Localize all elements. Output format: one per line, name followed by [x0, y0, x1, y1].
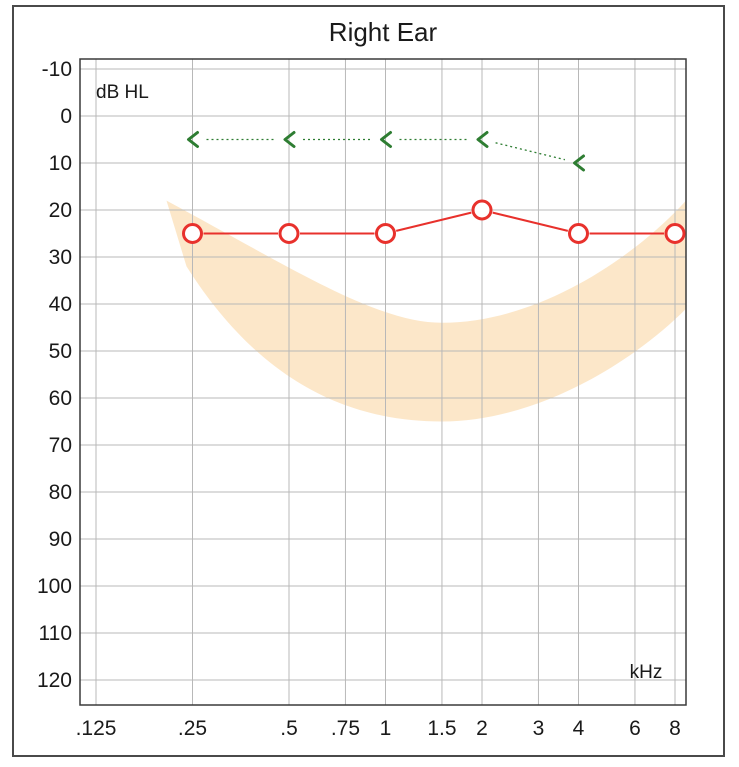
- y-tick-label: 110: [39, 622, 72, 645]
- data-point-circle: [278, 223, 300, 244]
- series-circle: [182, 199, 686, 244]
- data-point-bracket: [283, 131, 296, 148]
- data-point-circle: [568, 223, 589, 244]
- y-tick-label: 50: [49, 340, 72, 363]
- series-line-segment: [495, 142, 566, 161]
- speech-banana-shape: [166, 200, 686, 422]
- x-axis-label: kHz: [630, 662, 663, 683]
- data-point-bracket: [380, 131, 392, 148]
- x-tick-label: 1.5: [427, 717, 456, 740]
- plot-area-border: [79, 58, 687, 706]
- x-tick-label: 3: [533, 717, 545, 740]
- x-tick-label: 2: [476, 717, 488, 740]
- chart-title: Right Ear: [329, 17, 438, 47]
- y-axis-ticks: -10 0 10 20 30 40 50 60 70 80 90 100 110 120: [37, 58, 72, 692]
- data-point-bracket: [187, 131, 199, 148]
- y-axis-label: dB HL: [96, 82, 149, 103]
- y-tick-label: 70: [49, 434, 72, 457]
- data-point-circle: [182, 223, 203, 244]
- data-point-circle: [375, 223, 396, 244]
- y-tick-label: 20: [49, 199, 72, 222]
- x-tick-label: 6: [629, 717, 641, 740]
- chart-series: [182, 131, 686, 244]
- series-line-segment: [395, 211, 472, 232]
- y-tick-label: 120: [37, 669, 72, 692]
- y-tick-label: 40: [49, 293, 72, 316]
- y-tick-label: -10: [42, 58, 72, 81]
- series-bracket-left: [187, 131, 585, 172]
- y-tick-label: 60: [49, 387, 72, 410]
- x-tick-label: .75: [331, 717, 360, 740]
- y-tick-label: 0: [60, 105, 72, 128]
- x-tick-label: 4: [573, 717, 585, 740]
- x-axis-ticks: .125 .25 .5 .75 1 1.5 2 3 4 6 8: [76, 717, 681, 740]
- y-tick-label: 90: [49, 528, 72, 551]
- audiogram-frame: Right Ear -10 0 10 20 30 40 50 60 70 80 90 100 110 12…: [12, 5, 725, 757]
- data-point-bracket: [573, 154, 585, 172]
- data-point-circle: [664, 223, 686, 244]
- x-tick-label: .25: [178, 717, 207, 740]
- y-tick-label: 30: [49, 246, 72, 269]
- speech-banana: [166, 200, 686, 422]
- data-point-circle: [471, 199, 493, 221]
- audiogram-chart: Right Ear -10010203040506070809010011012…: [37, 17, 687, 740]
- y-tick-label: 10: [49, 152, 72, 175]
- x-tick-label: .125: [76, 717, 117, 740]
- y-tick-label: 100: [37, 575, 72, 598]
- data-point-bracket: [476, 131, 489, 148]
- series-line-segment: [492, 211, 569, 232]
- x-tick-label: 1: [380, 717, 392, 740]
- x-tick-label: .5: [280, 717, 298, 740]
- y-tick-label: 80: [49, 481, 72, 504]
- x-tick-label: 8: [669, 717, 681, 740]
